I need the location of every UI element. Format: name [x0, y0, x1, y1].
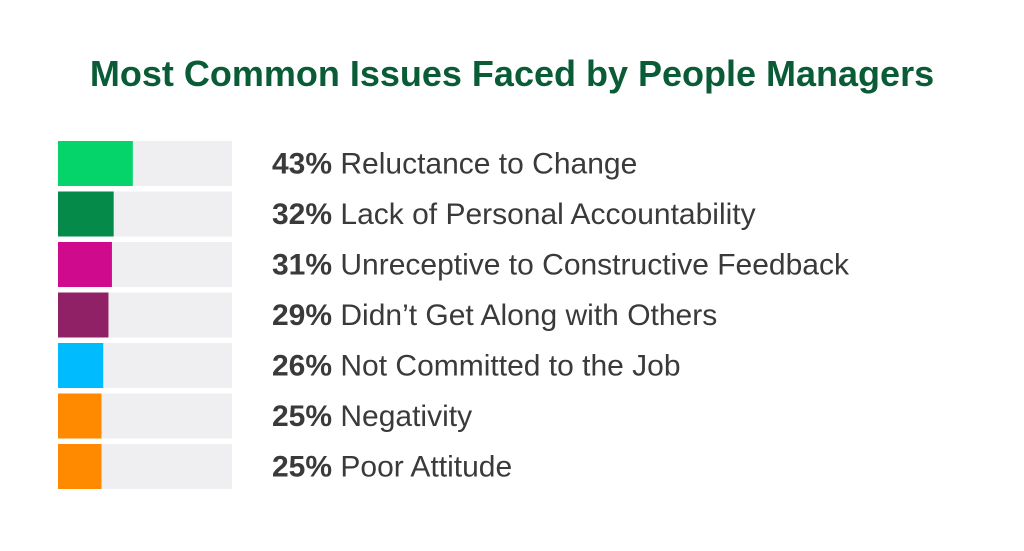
bar-category-label: Reluctance to Change	[332, 148, 637, 181]
bar-value-label: 32%	[272, 198, 332, 231]
bar-value-label: 25%	[272, 400, 332, 433]
bar-label-2: 32% Lack of Personal Accountability	[272, 198, 756, 231]
bar-1	[58, 141, 133, 186]
bar-category-label: Lack of Personal Accountability	[332, 198, 756, 231]
chart-title: Most Common Issues Faced by People Manag…	[89, 53, 935, 94]
bar-5	[58, 343, 104, 388]
bar-category-label: Unreceptive to Constructive Feedback	[332, 249, 850, 282]
bar-4	[58, 292, 109, 338]
bar-value-label: 43%	[272, 148, 332, 181]
bar-label-1: 43% Reluctance to Change	[272, 148, 637, 181]
bar-3	[58, 242, 112, 287]
bar-value-label: 25%	[272, 451, 332, 484]
bar-label-6: 25% Negativity	[272, 400, 472, 433]
bar-category-label: Poor Attitude	[332, 451, 512, 484]
bar-value-label: 29%	[272, 299, 332, 332]
bar-6	[58, 393, 102, 439]
bar-label-5: 26% Not Committed to the Job	[272, 350, 681, 383]
bar-2	[58, 191, 114, 237]
bar-label-7: 25% Poor Attitude	[272, 451, 512, 484]
bar-7	[58, 444, 102, 489]
bar-value-label: 26%	[272, 350, 332, 383]
bar-value-label: 31%	[272, 249, 332, 282]
bar-category-label: Negativity	[332, 400, 472, 433]
bar-label-3: 31% Unreceptive to Constructive Feedback	[272, 249, 850, 282]
bar-category-label: Didn’t Get Along with Others	[332, 299, 717, 332]
bar-label-4: 29% Didn’t Get Along with Others	[272, 299, 717, 332]
bar-category-label: Not Committed to the Job	[332, 350, 681, 383]
